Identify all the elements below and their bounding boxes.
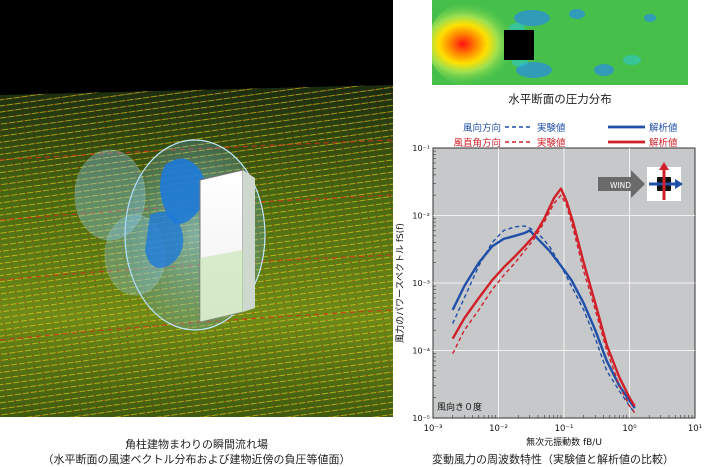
left-figure-caption: 角柱建物まわりの瞬間流れ場 （水平断面の風速ベクトル分布および建物近傍の負圧等値… (0, 437, 393, 467)
chart-caption: 変動風力の周波数特性（実験値と解析値の比較） (432, 453, 674, 466)
left-caption-line2: （水平断面の風速ベクトル分布および建物近傍の負圧等値面） (42, 453, 351, 466)
legend-row2-analysis: 解析値 (649, 137, 678, 149)
legend-row1-experiment: 実験値 (537, 122, 566, 134)
x-axis-label: 無次元振動数 fB/U (526, 436, 602, 448)
spectrum-chart: 風向方向 実験値 解析値 風直角方向 実験値 解析値 10⁻³ 10⁻² 10⁻¹ 1… (393, 112, 710, 452)
series-line-4 (451, 187, 636, 407)
wind-inset: WIND (598, 162, 683, 201)
y-tick-label: 10⁻¹ (412, 144, 430, 153)
legend-row2-label: 風直角方向 (453, 137, 501, 149)
x-tick-label: 10⁻³ (424, 424, 443, 434)
x-tick-label: 10¹ (688, 424, 702, 434)
wind-arrow-icon (598, 170, 645, 198)
y-tick-label: 10⁻⁴ (412, 347, 430, 356)
legend-row2-experiment: 実験値 (537, 137, 566, 149)
y-tick-label: 10⁻³ (412, 279, 430, 288)
spectrum-chart-svg: 風向方向 実験値 解析値 風直角方向 実験値 解析値 10⁻³ 10⁻² 10⁻¹ 1… (394, 122, 702, 448)
left-caption-line1: 角柱建物まわりの瞬間流れ場 (125, 438, 268, 451)
series-lines (451, 187, 636, 414)
legend-row1-analysis: 解析値 (649, 122, 678, 134)
x-tick-label: 10⁻² (489, 424, 508, 434)
contour-caption: 水平断面の圧力分布 (508, 92, 612, 106)
legend-row1-label: 風向方向 (463, 122, 501, 134)
x-tick-label: 10⁰ (622, 424, 637, 434)
pressure-contour-image (432, 0, 688, 85)
series-line-2 (451, 229, 636, 409)
y-tick-label: 10⁻⁵ (412, 414, 430, 423)
wind-label: WIND (610, 181, 631, 190)
flow-simulation-image (0, 0, 393, 417)
series-line-1 (452, 225, 636, 414)
x-tick-label: 10⁻¹ (555, 424, 574, 434)
legend: 風向方向 実験値 解析値 風直角方向 実験値 解析値 (453, 122, 678, 149)
y-axis-label: 風力のパワースペクトル fS(f) (394, 223, 406, 343)
y-tick-label: 10⁻² (412, 212, 430, 221)
wind-angle-annotation: 風向き０度 (437, 401, 482, 413)
axis-ticks: 10⁻³ 10⁻² 10⁻¹ 10⁰ 10¹ 10⁻⁵ 10⁻⁴ 10⁻³ 10⁻² 10⁻¹ (412, 144, 702, 434)
